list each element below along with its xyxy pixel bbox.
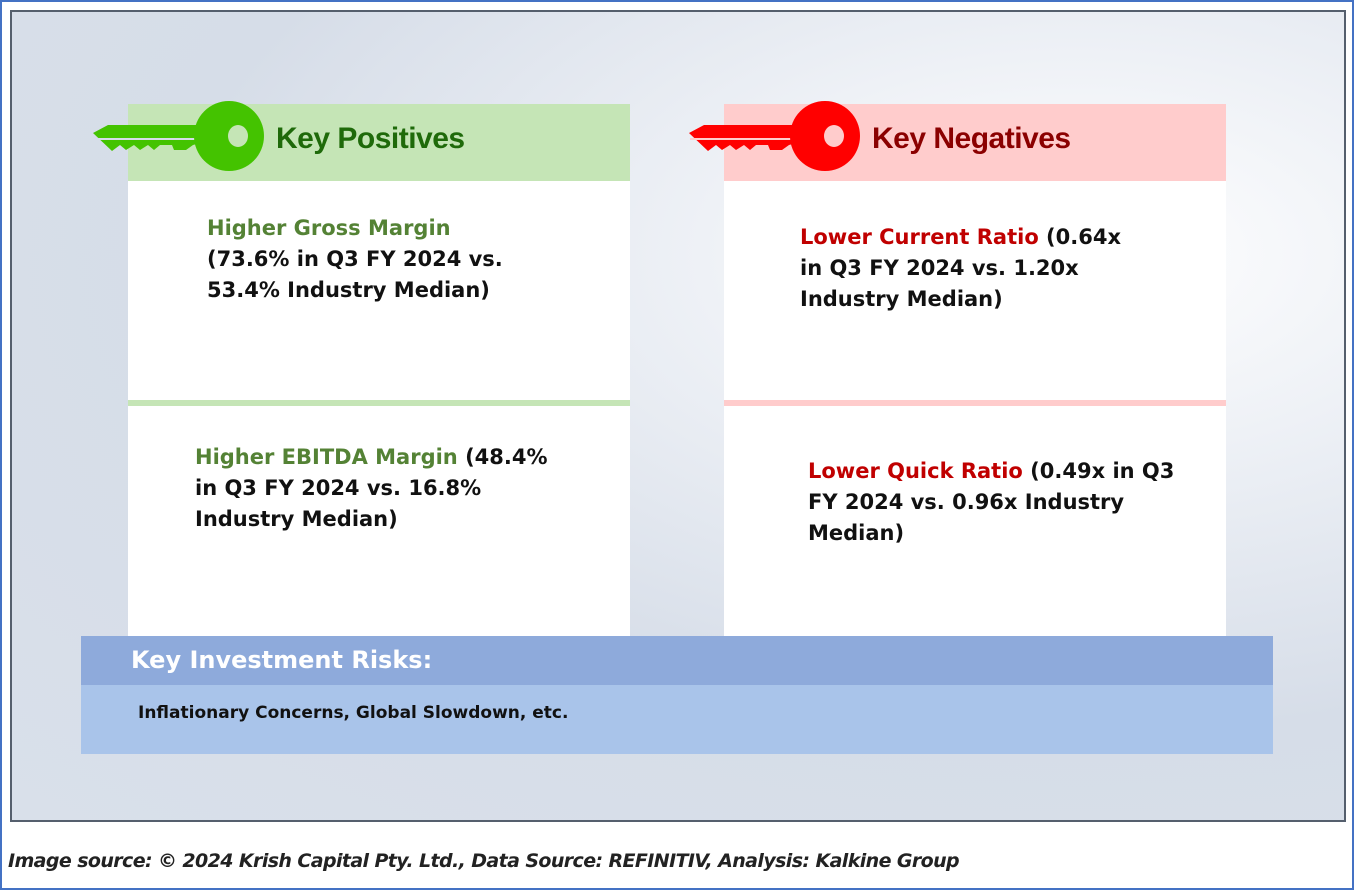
item-detail: (73.6% in Q3 FY 2024 vs. 53.4% Industry … (207, 247, 503, 302)
image-source-caption: Image source: © 2024 Krish Capital Pty. … (8, 850, 960, 872)
negatives-column: Lower Current Ratio (0.64x in Q3 FY 2024… (689, 101, 1226, 636)
negative-item-1: Lower Current Ratio (0.64x in Q3 FY 2024… (800, 222, 1150, 315)
item-detail: (0.64x in Q3 FY 2024 vs. 1.20x Industry … (800, 225, 1122, 311)
positive-item-1: Higher Gross Margin (73.6% in Q3 FY 2024… (207, 213, 537, 306)
divider (724, 400, 1226, 406)
risks-text: Inflationary Concerns, Global Slowdown, … (138, 703, 569, 723)
negative-item-2: Lower Quick Ratio (0.49x in Q3 FY 2024 v… (808, 456, 1198, 549)
item-highlight: Lower Current Ratio (800, 225, 1039, 249)
red-key-icon (689, 101, 860, 171)
positive-card-1: Higher Gross Margin (73.6% in Q3 FY 2024… (128, 181, 630, 400)
divider (128, 400, 630, 406)
item-detail: (0.49x in Q3 FY 2024 vs. 0.96x Industry … (808, 459, 1175, 545)
positive-item-2: Higher EBITDA Margin (48.4% in Q3 FY 202… (195, 442, 565, 535)
positives-title: Key Positives (276, 122, 465, 155)
item-highlight: Higher Gross Margin (207, 216, 451, 240)
risks-title: Key Investment Risks: (131, 646, 433, 674)
risks-header: Key Investment Risks: (81, 636, 1273, 685)
item-detail: (48.4% in Q3 FY 2024 vs. 16.8% Industry … (195, 445, 548, 531)
positive-card-2: Higher EBITDA Margin (48.4% in Q3 FY 202… (128, 406, 630, 636)
negative-card-2: Lower Quick Ratio (0.49x in Q3 FY 2024 v… (724, 406, 1226, 636)
item-highlight: Higher EBITDA Margin (195, 445, 458, 469)
green-key-icon (93, 101, 264, 171)
negatives-title: Key Negatives (872, 122, 1071, 155)
item-highlight: Lower Quick Ratio (808, 459, 1023, 483)
risks-body: Inflationary Concerns, Global Slowdown, … (81, 685, 1273, 754)
positives-column: Higher Gross Margin (73.6% in Q3 FY 2024… (93, 101, 630, 636)
negative-card-1: Lower Current Ratio (0.64x in Q3 FY 2024… (724, 181, 1226, 400)
